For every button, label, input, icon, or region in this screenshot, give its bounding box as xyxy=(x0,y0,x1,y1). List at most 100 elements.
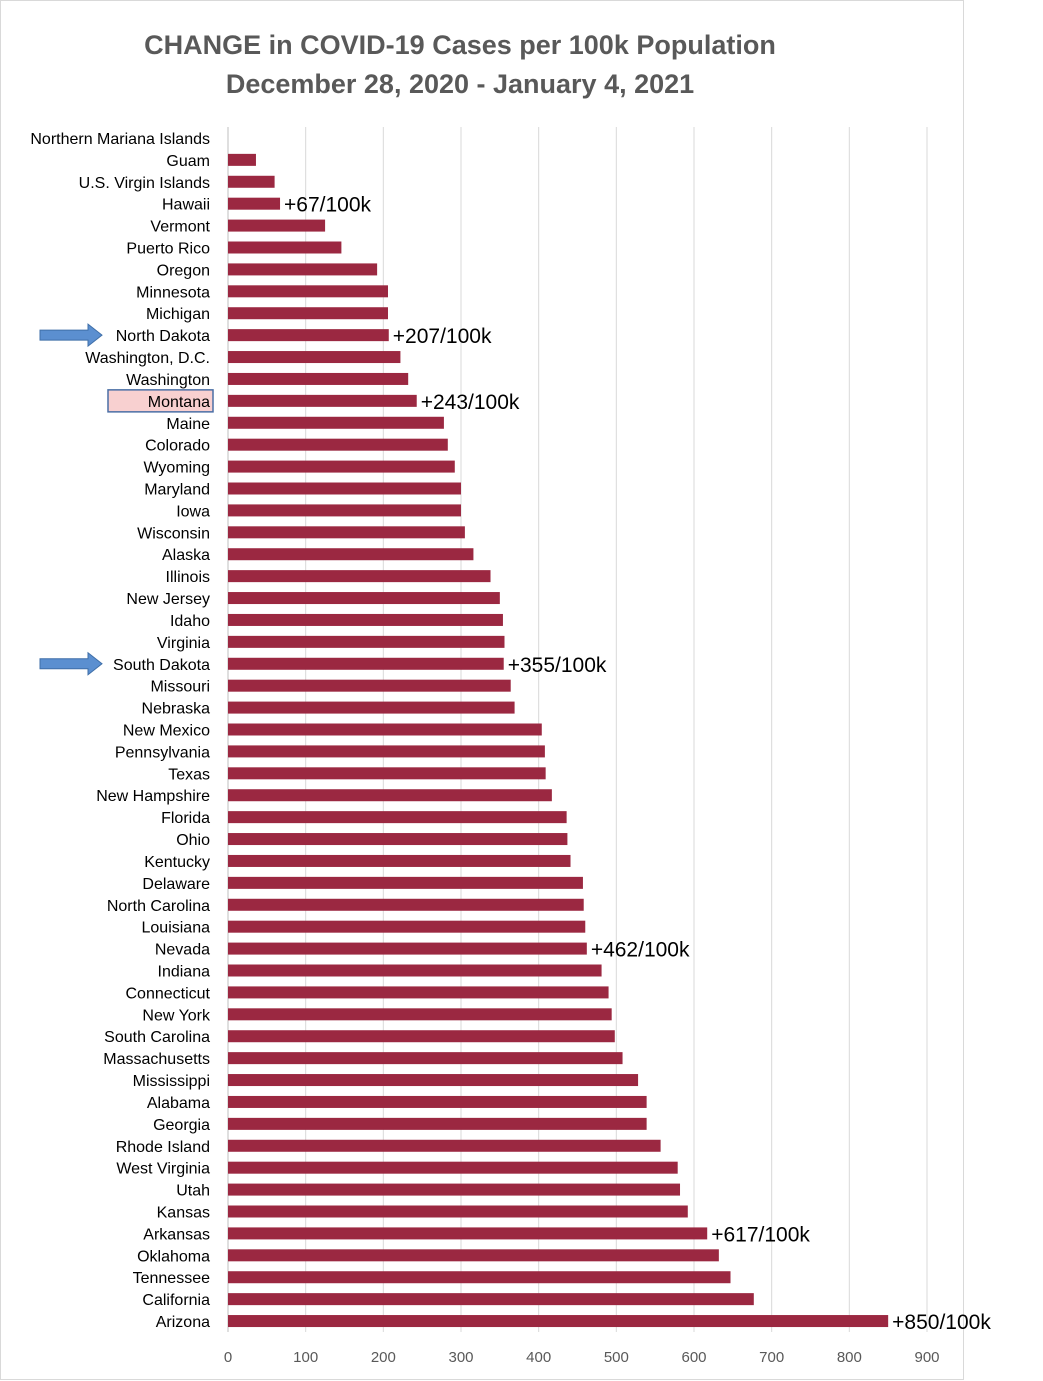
bar-california xyxy=(228,1293,754,1306)
bar-nebraska xyxy=(228,701,515,714)
category-label-montana: Montana xyxy=(148,394,210,411)
category-label-california: California xyxy=(142,1292,210,1309)
category-label-oregon: Oregon xyxy=(157,262,210,279)
category-label-illinois: Illinois xyxy=(166,569,210,586)
bar-kentucky xyxy=(228,854,571,867)
bar-tennessee xyxy=(228,1271,731,1284)
annotation-arkansas: +617/100k xyxy=(711,1223,810,1246)
bar-north-dakota xyxy=(228,329,389,342)
bar-ohio xyxy=(228,833,568,846)
category-label-mississippi: Mississippi xyxy=(133,1073,210,1090)
category-label-missouri: Missouri xyxy=(150,679,210,696)
bar-new-jersey xyxy=(228,592,500,605)
category-label-utah: Utah xyxy=(176,1183,210,1200)
category-label-connecticut: Connecticut xyxy=(126,985,211,1002)
category-label-maryland: Maryland xyxy=(144,482,210,499)
category-label-colorado: Colorado xyxy=(145,438,210,455)
bar-connecticut xyxy=(228,986,609,999)
bar-oklahoma xyxy=(228,1249,719,1262)
bar-arkansas xyxy=(228,1227,708,1240)
x-tick-700: 700 xyxy=(759,1349,784,1366)
bar-washington xyxy=(228,372,409,385)
chart-subtitle: December 28, 2020 - January 4, 2021 xyxy=(226,69,694,99)
category-label-south-carolina: South Carolina xyxy=(104,1029,210,1046)
bar-mississippi xyxy=(228,1074,639,1087)
x-tick-500: 500 xyxy=(604,1349,629,1366)
category-label-michigan: Michigan xyxy=(146,306,210,323)
category-label-south-dakota: South Dakota xyxy=(113,657,210,674)
category-label-kansas: Kansas xyxy=(157,1205,210,1222)
category-label-puerto-rico: Puerto Rico xyxy=(126,241,210,258)
bar-texas xyxy=(228,767,546,780)
bar-new-york xyxy=(228,1008,612,1021)
category-label-west-virginia: West Virginia xyxy=(116,1161,210,1178)
category-label-tennessee: Tennessee xyxy=(133,1270,210,1287)
category-label-idaho: Idaho xyxy=(170,613,210,630)
bar-wisconsin xyxy=(228,526,465,539)
bar-oregon xyxy=(228,263,378,276)
category-label-new-mexico: New Mexico xyxy=(123,723,210,740)
chart-title: CHANGE in COVID-19 Cases per 100k Popula… xyxy=(144,30,776,60)
category-label-arizona: Arizona xyxy=(156,1314,210,1331)
category-label-alabama: Alabama xyxy=(147,1095,210,1112)
bar-rhode-island xyxy=(228,1139,661,1152)
category-label-ohio: Ohio xyxy=(176,832,210,849)
bar-florida xyxy=(228,811,567,824)
bar-virginia xyxy=(228,635,505,648)
bar-arizona xyxy=(228,1315,889,1328)
category-label-kentucky: Kentucky xyxy=(144,854,210,871)
bar-nevada xyxy=(228,942,587,955)
category-label-virginia: Virginia xyxy=(157,635,210,652)
category-label-louisiana: Louisiana xyxy=(142,920,211,937)
bar-alaska xyxy=(228,548,474,561)
bar-minnesota xyxy=(228,285,388,298)
category-label-new-jersey: New Jersey xyxy=(126,591,210,608)
bar-wyoming xyxy=(228,460,455,473)
category-label-massachusetts: Massachusetts xyxy=(103,1051,210,1068)
annotations: +67/100k +207/100k +243/100k +355/100k +462/… xyxy=(39,194,991,1334)
bar-idaho xyxy=(228,613,503,626)
gridlines xyxy=(227,127,928,1332)
bar-kansas xyxy=(228,1205,688,1218)
category-label-iowa: Iowa xyxy=(176,503,210,520)
category-label-oklahoma: Oklahoma xyxy=(137,1248,210,1265)
bar-south-carolina xyxy=(228,1030,615,1043)
category-label-indiana: Indiana xyxy=(158,964,211,981)
category-label-nevada: Nevada xyxy=(155,942,210,959)
category-labels: Northern Mariana Islands Guam U.S. Virgin … xyxy=(30,131,214,1331)
category-label-georgia: Georgia xyxy=(153,1117,210,1134)
x-tick-300: 300 xyxy=(448,1349,473,1366)
x-tick-600: 600 xyxy=(681,1349,706,1366)
category-label-washington: Washington xyxy=(126,372,210,389)
bar-delaware xyxy=(228,876,583,889)
x-tick-0: 0 xyxy=(224,1349,232,1366)
category-label-washington-d-c: Washington, D.C. xyxy=(85,350,210,367)
bar-pennsylvania xyxy=(228,745,545,758)
x-tick-800: 800 xyxy=(837,1349,862,1366)
annotation-nevada: +462/100k xyxy=(591,939,690,962)
category-label-pennsylvania: Pennsylvania xyxy=(115,744,210,761)
bar-indiana xyxy=(228,964,602,977)
category-label-arkansas: Arkansas xyxy=(143,1226,210,1243)
arrow-icon-north-dakota xyxy=(39,323,103,348)
bar-washington-d-c xyxy=(228,351,401,364)
category-label-hawaii: Hawaii xyxy=(162,197,210,214)
category-label-wisconsin: Wisconsin xyxy=(137,525,210,542)
category-label-vermont: Vermont xyxy=(150,219,210,236)
bar-louisiana xyxy=(228,920,586,933)
bar-north-carolina xyxy=(228,898,584,911)
category-label-new-york: New York xyxy=(142,1007,211,1024)
category-label-new-hampshire: New Hampshire xyxy=(96,788,210,805)
category-label-maine: Maine xyxy=(166,416,210,433)
bar-iowa xyxy=(228,504,461,517)
bar-georgia xyxy=(228,1117,647,1130)
annotation-north-dakota: +207/100k xyxy=(393,325,492,348)
category-label-guam: Guam xyxy=(166,153,210,170)
category-label-north-carolina: North Carolina xyxy=(107,898,210,915)
category-label-minnesota: Minnesota xyxy=(136,284,210,301)
annotation-south-dakota: +355/100k xyxy=(508,654,607,677)
bar-new-hampshire xyxy=(228,789,552,802)
category-label-florida: Florida xyxy=(161,810,210,827)
x-axis-ticks: 0 100 200 300 400 500 600 700 800 900 xyxy=(224,1349,940,1366)
bar-south-dakota xyxy=(228,657,504,670)
